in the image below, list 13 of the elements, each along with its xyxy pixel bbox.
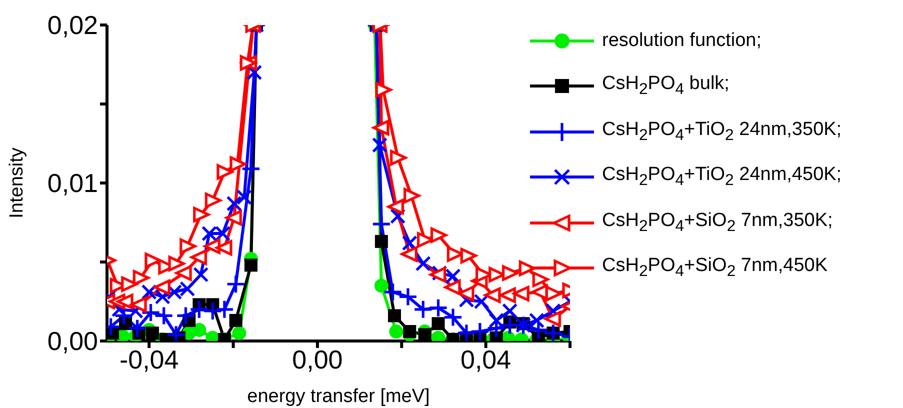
legend-label: CsH$_{2}$PO$_{4}$ bulk; xyxy=(602,73,730,100)
x-tick-label: -0,04 xyxy=(119,344,179,374)
x-tick-label: 0,04 xyxy=(460,344,512,374)
y-axis-title: Intensity xyxy=(6,147,28,218)
y-tick-label: 0,01 xyxy=(47,168,98,198)
x-axis-title: energy transfer [meV] xyxy=(247,386,430,407)
legend-label: resolution function; xyxy=(602,30,762,52)
x-tick-label: 0,00 xyxy=(292,344,343,374)
legend-label: CsH$_{2}$PO$_{4}$+TiO$_{2}$ 24nm,450K; xyxy=(602,164,842,190)
y-tick-label: 0,02 xyxy=(47,10,98,40)
legend-label: CsH$_{2}$PO$_{4}$+TiO$_{2}$ 24nm,350K; xyxy=(602,118,842,145)
legend-label: CsH$_{2}$PO$_{4}$+SiO$_{2}$ 7nm,350K; xyxy=(602,210,833,236)
legend-label: CsH$_{2}$PO$_{4}$+SiO$_{2}$ 7nm,450K xyxy=(602,255,828,282)
